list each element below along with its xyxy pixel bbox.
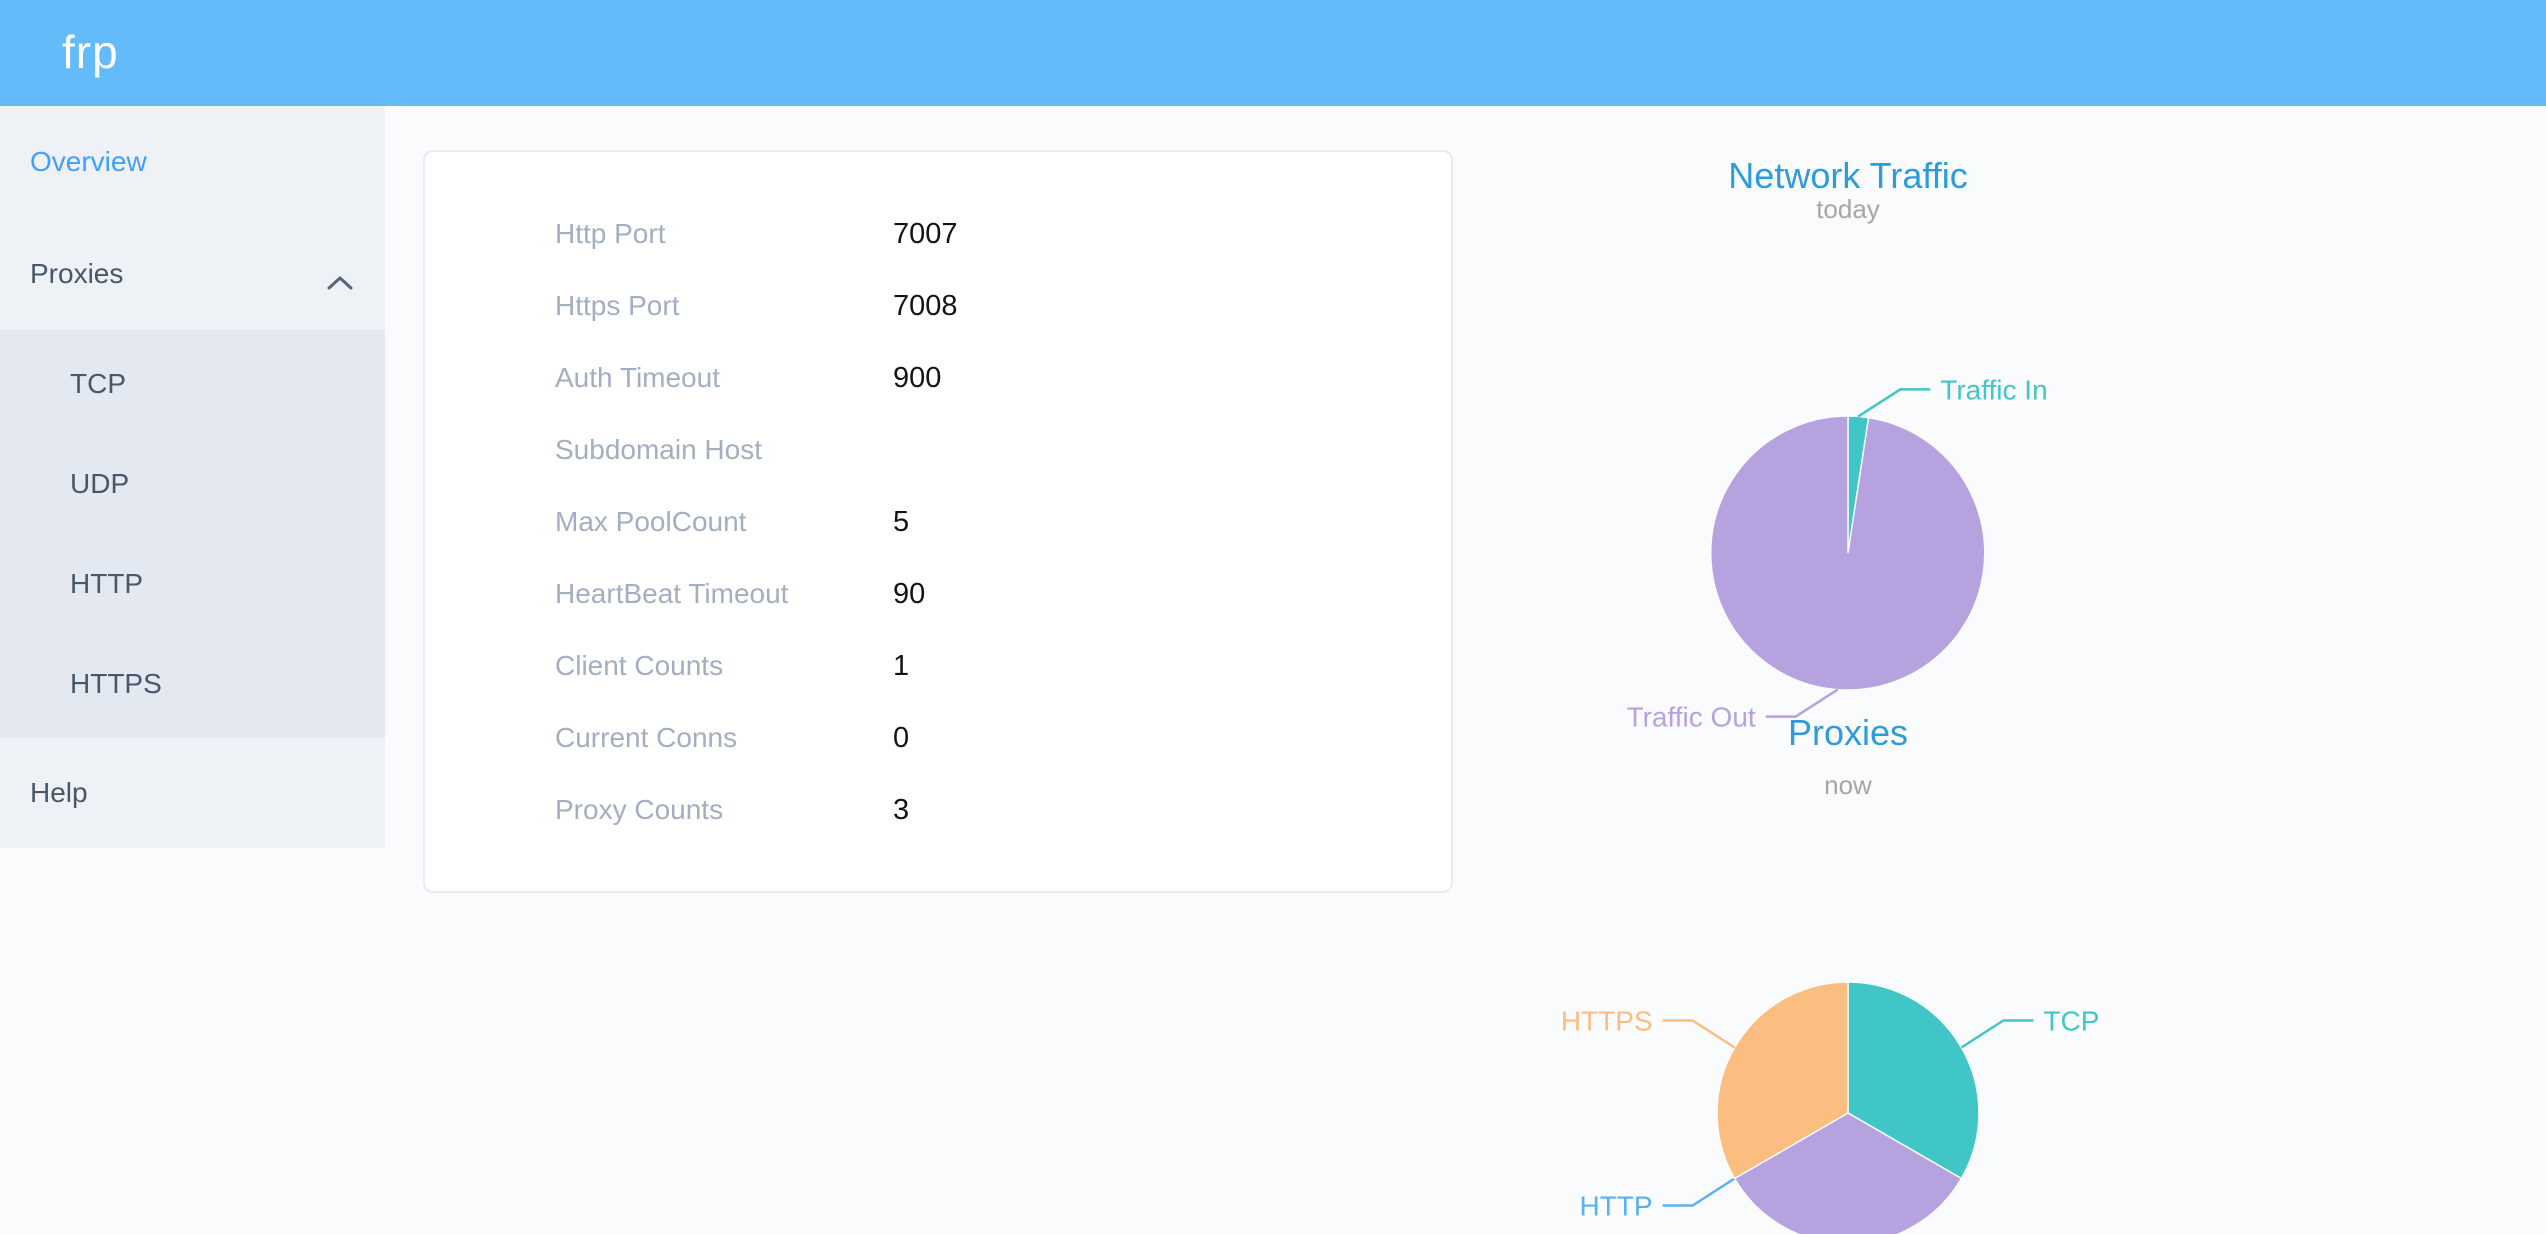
proxies-subtitle: now: [1824, 770, 1872, 800]
sidebar-subitem-label: TCP: [70, 368, 126, 399]
server-info-row-proxy-counts: Proxy Counts 3: [425, 774, 1451, 846]
server-info-row-client-counts: Client Counts 1: [425, 630, 1451, 702]
server-info-row-value: 7007: [893, 217, 958, 250]
server-info-row-subdomain-host: Subdomain Host: [425, 414, 1451, 486]
server-info-row-label: Client Counts: [555, 650, 724, 681]
pie-labelline-traffic-in: [1857, 388, 1931, 418]
server-info-row-value: 3: [893, 793, 910, 826]
chevron-up-icon: [327, 266, 353, 298]
network-traffic-subtitle: today: [1816, 194, 1880, 224]
server-info-card: Http Port 7007 Https Port 7008 Auth Time…: [423, 150, 1453, 893]
server-info-rows: Http Port 7007 Https Port 7008 Auth Time…: [425, 198, 1451, 846]
pie-label-traffic-out: Traffic Out: [1627, 702, 1756, 733]
sidebar-item-label: Help: [30, 777, 88, 808]
sidebar-item-label: Overview: [30, 146, 147, 177]
sidebar-item-udp[interactable]: UDP: [0, 434, 385, 534]
server-info-row-max-poolcount: Max PoolCount 5: [425, 486, 1451, 558]
pie-labelline-https: [1662, 1019, 1736, 1049]
server-info-row-value: 900: [893, 361, 942, 394]
server-info-row-http-port: Http Port 7007: [425, 198, 1451, 270]
server-info-row-value: 7008: [893, 289, 958, 322]
pie-label-tcp: TCP: [2043, 1006, 2099, 1037]
sidebar-item-tcp[interactable]: TCP: [0, 334, 385, 434]
network-traffic-title: Network Traffic: [1728, 155, 1968, 196]
server-info-row-value: 0: [893, 721, 910, 754]
charts-column: Network Traffic today Traffic In Traffic …: [1518, 106, 2178, 1234]
server-info-row-label: Http Port: [555, 218, 666, 249]
network-traffic-pie-chart: Traffic In Traffic Out: [1627, 374, 2048, 733]
sidebar-item-http[interactable]: HTTP: [0, 534, 385, 634]
server-info-row-label: HeartBeat Timeout: [555, 578, 789, 609]
proxies-title: Proxies: [1787, 712, 1909, 753]
pie-labelline-tcp: [1960, 1019, 2034, 1049]
pie-label-http: HTTP: [1579, 1191, 1652, 1222]
pie-slice-https[interactable]: [1716, 981, 1849, 1180]
sidebar-subitem-label: HTTPS: [70, 668, 162, 699]
sidebar-submenu-proxies: TCP UDP HTTP HTTPS: [0, 330, 385, 738]
server-info-row-label: Current Conns: [555, 722, 738, 753]
pie-labelline-http: [1662, 1177, 1736, 1207]
server-info-row-https-port: Https Port 7008: [425, 270, 1451, 342]
server-info-row-value: 90: [893, 577, 926, 610]
app-header: frp: [0, 0, 2546, 106]
sidebar-subitem-label: UDP: [70, 468, 130, 499]
pie-label-traffic-in: Traffic In: [1940, 374, 2047, 405]
server-info-row-label: Auth Timeout: [555, 362, 720, 393]
server-info-row-label: Https Port: [555, 290, 680, 321]
pie-label-https: HTTPS: [1561, 1006, 1653, 1037]
sidebar-item-help[interactable]: Help: [0, 738, 385, 848]
server-info-row-label: Proxy Counts: [555, 794, 724, 825]
pie-slice-traffic-out[interactable]: [1710, 415, 1986, 691]
sidebar-item-label: Proxies: [30, 258, 124, 289]
server-info-row-label: Max PoolCount: [555, 506, 747, 537]
server-info-row-auth-timeout: Auth Timeout 900: [425, 342, 1451, 414]
pie-slice-udp[interactable]: [1733, 1112, 1963, 1234]
sidebar-item-overview[interactable]: Overview: [0, 106, 385, 218]
sidebar: Overview Proxies TCP UDP HTTP HTTPS Help: [0, 106, 385, 848]
sidebar-item-proxies[interactable]: Proxies: [0, 218, 385, 330]
server-info-row-value: 5: [893, 505, 910, 538]
app-logo: frp: [62, 26, 119, 78]
server-info-row-current-conns: Current Conns 0: [425, 702, 1451, 774]
pie-labelline-traffic-out: [1765, 688, 1839, 718]
pie-slice-tcp[interactable]: [1847, 981, 1980, 1180]
sidebar-subitem-label: HTTP: [70, 568, 144, 599]
server-info-row-value: 1: [893, 649, 910, 682]
server-info-row-label: Subdomain Host: [555, 434, 763, 465]
server-info-row-heartbeat-timeout: HeartBeat Timeout 90: [425, 558, 1451, 630]
sidebar-item-https[interactable]: HTTPS: [0, 634, 385, 734]
